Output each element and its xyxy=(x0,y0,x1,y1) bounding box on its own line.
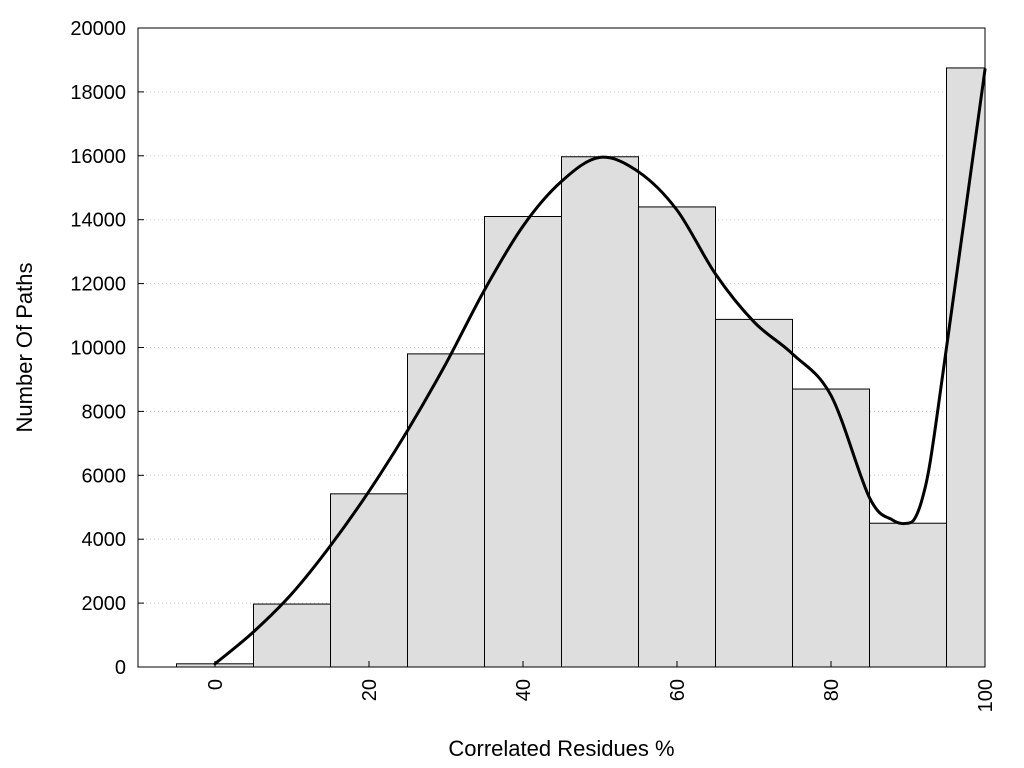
y-tick-label: 0 xyxy=(115,657,126,679)
x-axis-label: Correlated Residues % xyxy=(448,736,674,761)
trend-curve xyxy=(213,68,987,666)
x-axis-ticks: 0 20 40 60 80 100 xyxy=(205,661,997,712)
y-tick-label: 8000 xyxy=(82,401,127,423)
histogram-bar xyxy=(407,353,485,668)
histogram-bar xyxy=(946,67,986,668)
y-tick-label: 20000 xyxy=(70,18,126,40)
y-tick-label: 2000 xyxy=(82,593,127,615)
histogram-bar xyxy=(792,388,870,668)
x-tick-label: 40 xyxy=(513,679,535,701)
histogram-bar xyxy=(715,318,793,668)
histogram-bar xyxy=(561,156,639,668)
bars xyxy=(176,67,986,668)
y-axis-ticks: 0 2000 4000 6000 8000 10000 12000 14000 16000 180… xyxy=(70,18,144,679)
y-tick-label: 10000 xyxy=(70,338,126,360)
histogram-bar xyxy=(330,493,408,668)
y-tick-label: 18000 xyxy=(70,82,126,104)
y-axis-label: Number Of Paths xyxy=(12,263,37,433)
x-tick-label: 60 xyxy=(667,679,689,701)
x-tick-label: 20 xyxy=(359,679,381,701)
histogram-bar xyxy=(253,603,331,668)
histogram-bar xyxy=(638,206,716,668)
histogram-bar xyxy=(484,216,562,668)
trend-curve-layer xyxy=(213,68,987,666)
y-tick-label: 14000 xyxy=(70,210,126,232)
histogram-bar xyxy=(869,522,947,668)
x-tick-label: 100 xyxy=(975,679,997,712)
y-tick-label: 4000 xyxy=(82,529,127,551)
y-tick-label: 16000 xyxy=(70,146,126,168)
y-tick-label: 6000 xyxy=(82,465,127,487)
x-tick-label: 80 xyxy=(821,679,843,701)
x-tick-label: 0 xyxy=(205,679,227,690)
y-tick-label: 12000 xyxy=(70,274,126,296)
